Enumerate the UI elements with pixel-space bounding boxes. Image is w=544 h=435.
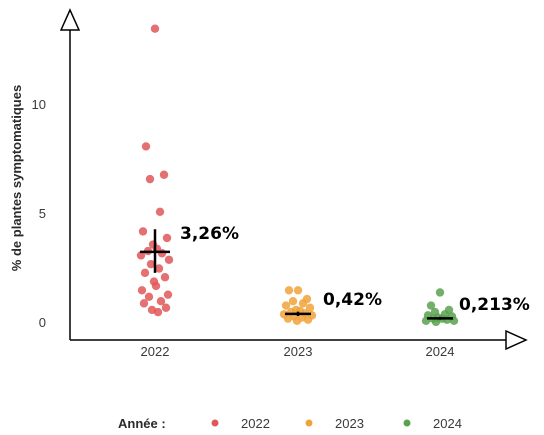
data-point — [146, 259, 156, 269]
data-point — [164, 255, 174, 264]
data-point — [442, 315, 452, 324]
legend-marker — [211, 419, 219, 427]
data-point — [288, 297, 298, 306]
x-tick-label: 2022 — [141, 344, 170, 359]
axes — [59, 8, 528, 351]
data-point — [136, 251, 146, 260]
data-point — [292, 316, 302, 326]
data-point — [137, 286, 147, 295]
y-tick-label: 0 — [39, 315, 46, 330]
data-point — [281, 301, 291, 310]
data-points — [136, 24, 459, 327]
data-point — [283, 314, 293, 323]
data-point — [162, 233, 172, 243]
data-point — [154, 264, 164, 273]
mean-annotation: 0,213% — [459, 295, 530, 315]
data-point — [426, 301, 436, 310]
data-point — [141, 142, 151, 151]
data-point — [153, 307, 163, 317]
legend-marker — [305, 419, 313, 427]
x-axis-arrow-icon — [505, 329, 528, 351]
data-point — [431, 317, 441, 327]
data-point — [156, 297, 166, 306]
legend-title: Année : — [118, 416, 166, 431]
mean-annotation: 0,42% — [323, 290, 382, 310]
x-tick-label: 2023 — [284, 344, 313, 359]
mean-markers — [140, 229, 453, 320]
data-point — [151, 281, 161, 291]
data-point — [139, 299, 149, 308]
legend-marker — [403, 419, 411, 427]
y-tick-label: 5 — [39, 206, 46, 221]
legend-label: 2022 — [241, 416, 270, 431]
data-point — [305, 303, 315, 312]
data-point — [159, 170, 169, 179]
legend: Année : 2022 2023 2024 — [118, 416, 462, 431]
data-point — [293, 286, 303, 295]
y-tick-label: 10 — [32, 97, 46, 112]
data-point — [144, 292, 154, 302]
data-point — [150, 24, 160, 33]
y-tick-labels: 0 5 10 — [32, 97, 46, 330]
data-point — [303, 315, 313, 324]
data-point — [435, 288, 445, 297]
y-axis-arrow-icon — [59, 8, 81, 31]
data-point — [140, 268, 150, 278]
data-point — [145, 174, 155, 184]
mean-annotation: 3,26% — [180, 224, 239, 244]
data-point — [161, 303, 171, 312]
annotations: 3,26% 0,42% 0,213% — [180, 224, 530, 315]
data-point — [155, 207, 165, 217]
legend-label: 2024 — [433, 416, 462, 431]
legend-label: 2023 — [335, 416, 364, 431]
y-axis-title: % de plantes symptomatiques — [9, 85, 24, 271]
x-tick-labels: 2022 2023 2024 — [141, 344, 455, 359]
data-point — [157, 249, 167, 258]
data-point — [284, 286, 294, 295]
x-tick-label: 2024 — [426, 344, 455, 359]
data-point — [160, 273, 170, 282]
data-point — [138, 227, 148, 236]
data-point — [298, 299, 308, 308]
data-point — [163, 290, 173, 299]
